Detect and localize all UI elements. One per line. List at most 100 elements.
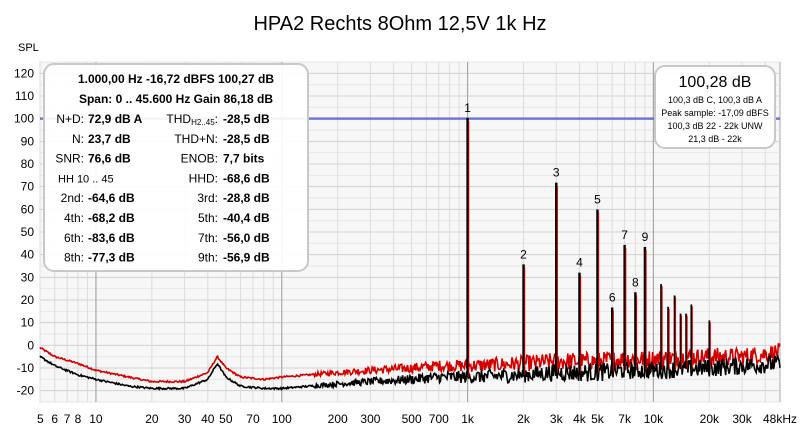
x-tick-label: 70	[246, 412, 260, 426]
stats-right-value: 7,7 bits	[223, 152, 265, 166]
x-tick-label: 7k	[618, 412, 632, 426]
series-line-red	[39, 343, 781, 384]
y-tick-label: 30	[21, 270, 35, 284]
stats-right-value: -28,8 dB	[223, 191, 270, 205]
x-tick-label: 8	[75, 412, 82, 426]
harmonic-label-7: 7	[621, 228, 628, 242]
stats-left-label: 2nd:	[61, 191, 84, 205]
stats-right-label: 5th:	[198, 211, 218, 225]
x-tick-label: 20k	[700, 412, 720, 426]
stats-right-value: -56,9 dB	[223, 251, 270, 265]
level-panel: 100,28 dB 100,3 dB C, 100,3 dB A Peak sa…	[654, 65, 776, 149]
x-tick-label: 1k	[461, 412, 475, 426]
stats-left-label: SNR:	[55, 152, 84, 166]
stats-right-label: ENOB:	[181, 152, 218, 166]
stats-left-label: 8th:	[64, 251, 84, 265]
harmonic-label-1: 1	[464, 101, 471, 115]
stats-right-label: HHD:	[189, 171, 218, 185]
y-tick-label: -10	[17, 361, 35, 375]
x-tick-label: 30k	[732, 412, 752, 426]
stats-left-label: N+D:	[56, 112, 84, 126]
x-tick-label: 10	[89, 412, 103, 426]
level-panel-box	[654, 65, 776, 149]
level-line-2: Peak sample: -17,09 dBFS	[661, 108, 769, 118]
level-line-1: 100,3 dB C, 100,3 dB A	[668, 95, 762, 105]
y-tick-label: 10	[21, 316, 35, 330]
x-tick-labels: 5 6 7 8 10 20 30 40 50 70 100 200 300 500 700 1k 2k 3k 4k 5…	[37, 412, 797, 426]
stats-right-label: 7th:	[198, 231, 218, 245]
y-tick-label: 0	[27, 338, 34, 352]
stats-left-value: 23,7 dB	[88, 132, 131, 146]
harmonic-label-6: 6	[609, 290, 616, 304]
y-tick-label: -20	[17, 384, 35, 398]
stats-left-label: N:	[72, 132, 84, 146]
y-tick-label: 100	[14, 112, 34, 126]
x-tick-label: 700	[429, 412, 449, 426]
y-tick-label: 110	[15, 89, 34, 103]
x-tick-label: 2k	[517, 412, 531, 426]
y-tick-label: 50	[21, 225, 35, 239]
stats-right-value: -40,4 dB	[223, 211, 270, 225]
harmonic-label-4: 4	[576, 256, 583, 270]
y-tick-label: 70	[21, 180, 35, 194]
x-tick-label: 50	[219, 412, 233, 426]
x-tick-label: 4k	[573, 412, 587, 426]
x-tick-label: 5	[37, 412, 44, 426]
stats-left-value: -77,3 dB	[88, 251, 135, 265]
harmonic-labels: 1 2 3 4 5 6 7 8 9	[464, 101, 648, 304]
stats-left-value: -64,6 dB	[88, 191, 135, 205]
stats-frequency-line: 1.000,00 Hz -16,72 dBFS 100,27 dB	[78, 72, 274, 86]
stats-right-value: -28,5 dB	[223, 132, 270, 146]
stats-right-value: -68,6 dB	[223, 171, 270, 185]
stats-left-label: 4th:	[64, 211, 84, 225]
stats-text: 1.000,00 Hz -16,72 dBFS 100,27 dB Span: 0…	[55, 72, 274, 265]
harmonic-label-8: 8	[632, 275, 639, 289]
level-main-value: 100,28 dB	[679, 74, 752, 91]
stats-right-label: 3rd:	[197, 191, 218, 205]
stats-left-value: -83,6 dB	[88, 231, 135, 245]
level-line-3: 100,3 dB 22 - 22k UNW	[667, 121, 763, 131]
x-tick-label: 6	[51, 412, 58, 426]
stats-left-value: 72,9 dB A	[88, 112, 143, 126]
x-tick-label: 500	[402, 412, 422, 426]
y-tick-label: 20	[21, 293, 35, 307]
y-tick-label: 40	[21, 248, 35, 262]
stats-right-value: -28,5 dB	[223, 112, 270, 126]
y-tick-label: 90	[21, 134, 35, 148]
level-line-4: 21,3 dB - 22k	[688, 134, 742, 144]
stats-right-label: 9th:	[198, 251, 218, 265]
x-tick-label: 10k	[644, 412, 664, 426]
x-tick-label: 40	[201, 412, 215, 426]
stats-left-label: HH 10 .. 45	[58, 173, 114, 185]
x-tick-label: 100	[272, 412, 292, 426]
y-axis-label: SPL	[18, 42, 39, 54]
x-tick-label: 20	[145, 412, 159, 426]
harmonic-label-9: 9	[642, 230, 649, 244]
y-tick-label: 120	[14, 66, 34, 80]
stats-panel: 1.000,00 Hz -16,72 dBFS 100,27 dB Span: 0…	[43, 63, 309, 272]
harmonic-peaks	[466, 117, 711, 378]
x-tick-label: 30	[178, 412, 192, 426]
y-tick-label: 60	[21, 202, 35, 216]
x-tick-label: 48kHz	[763, 412, 797, 426]
series-group	[39, 343, 781, 391]
x-tick-label: 200	[328, 412, 348, 426]
series-line-black	[39, 354, 781, 391]
stats-span-line: Span: 0 .. 45.600 Hz Gain 86,18 dB	[79, 92, 273, 106]
harmonic-label-3: 3	[553, 166, 560, 180]
x-tick-label: 5k	[591, 412, 605, 426]
x-tick-label: 300	[360, 412, 380, 426]
stats-left-value: 76,6 dB	[88, 152, 131, 166]
stats-panel-box	[43, 63, 309, 272]
x-tick-label: 7	[64, 412, 71, 426]
x-tick-label: 3k	[550, 412, 564, 426]
harmonic-label-5: 5	[594, 193, 601, 207]
stats-left-label: 6th:	[64, 231, 84, 245]
stats-right-value: -56,0 dB	[223, 231, 270, 245]
harmonic-label-2: 2	[520, 247, 527, 261]
stats-left-value: -68,2 dB	[88, 211, 135, 225]
y-tick-label: 80	[21, 157, 35, 171]
stats-right-label: THD+N:	[174, 132, 218, 146]
